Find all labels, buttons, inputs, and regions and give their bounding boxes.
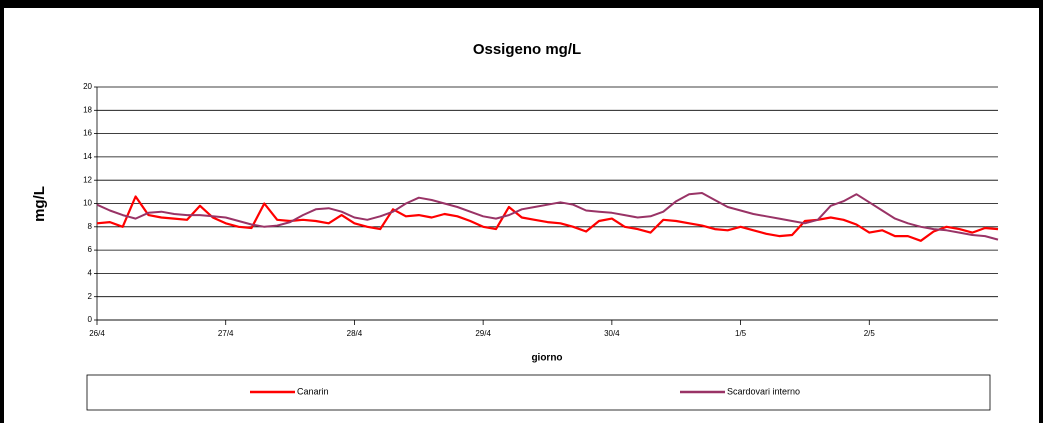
x-tick-label: 29/4 [475,329,491,338]
y-tick-label: 4 [88,269,93,278]
x-tick-label: 28/4 [347,329,363,338]
y-tick-label: 2 [88,292,93,301]
x-tick-label: 1/5 [735,329,747,338]
y-tick-label: 10 [83,199,92,208]
y-tick-label: 18 [83,105,92,114]
legend-box [86,374,991,411]
y-tick-label: 16 [83,129,92,138]
y-tick-label: 6 [88,245,93,254]
y-axis-label: mg/L [31,186,48,222]
series-line [96,192,999,241]
x-tick-label: 30/4 [604,329,620,338]
x-tick-label: 2/5 [864,329,876,338]
x-tick-label: 27/4 [218,329,234,338]
legend-label: Scardovari interno [727,386,800,396]
series-line [96,195,999,242]
y-tick-label: 14 [83,152,92,161]
y-tick-label: 12 [83,175,92,184]
y-tick-label: 0 [88,315,93,324]
legend-label: Canarin [297,386,329,396]
chart-title: Ossigeno mg/L [473,41,581,58]
x-tick-label: 26/4 [89,329,105,338]
x-axis-label: giorno [531,353,562,364]
y-tick-label: 20 [83,82,92,91]
y-tick-label: 8 [88,222,93,231]
